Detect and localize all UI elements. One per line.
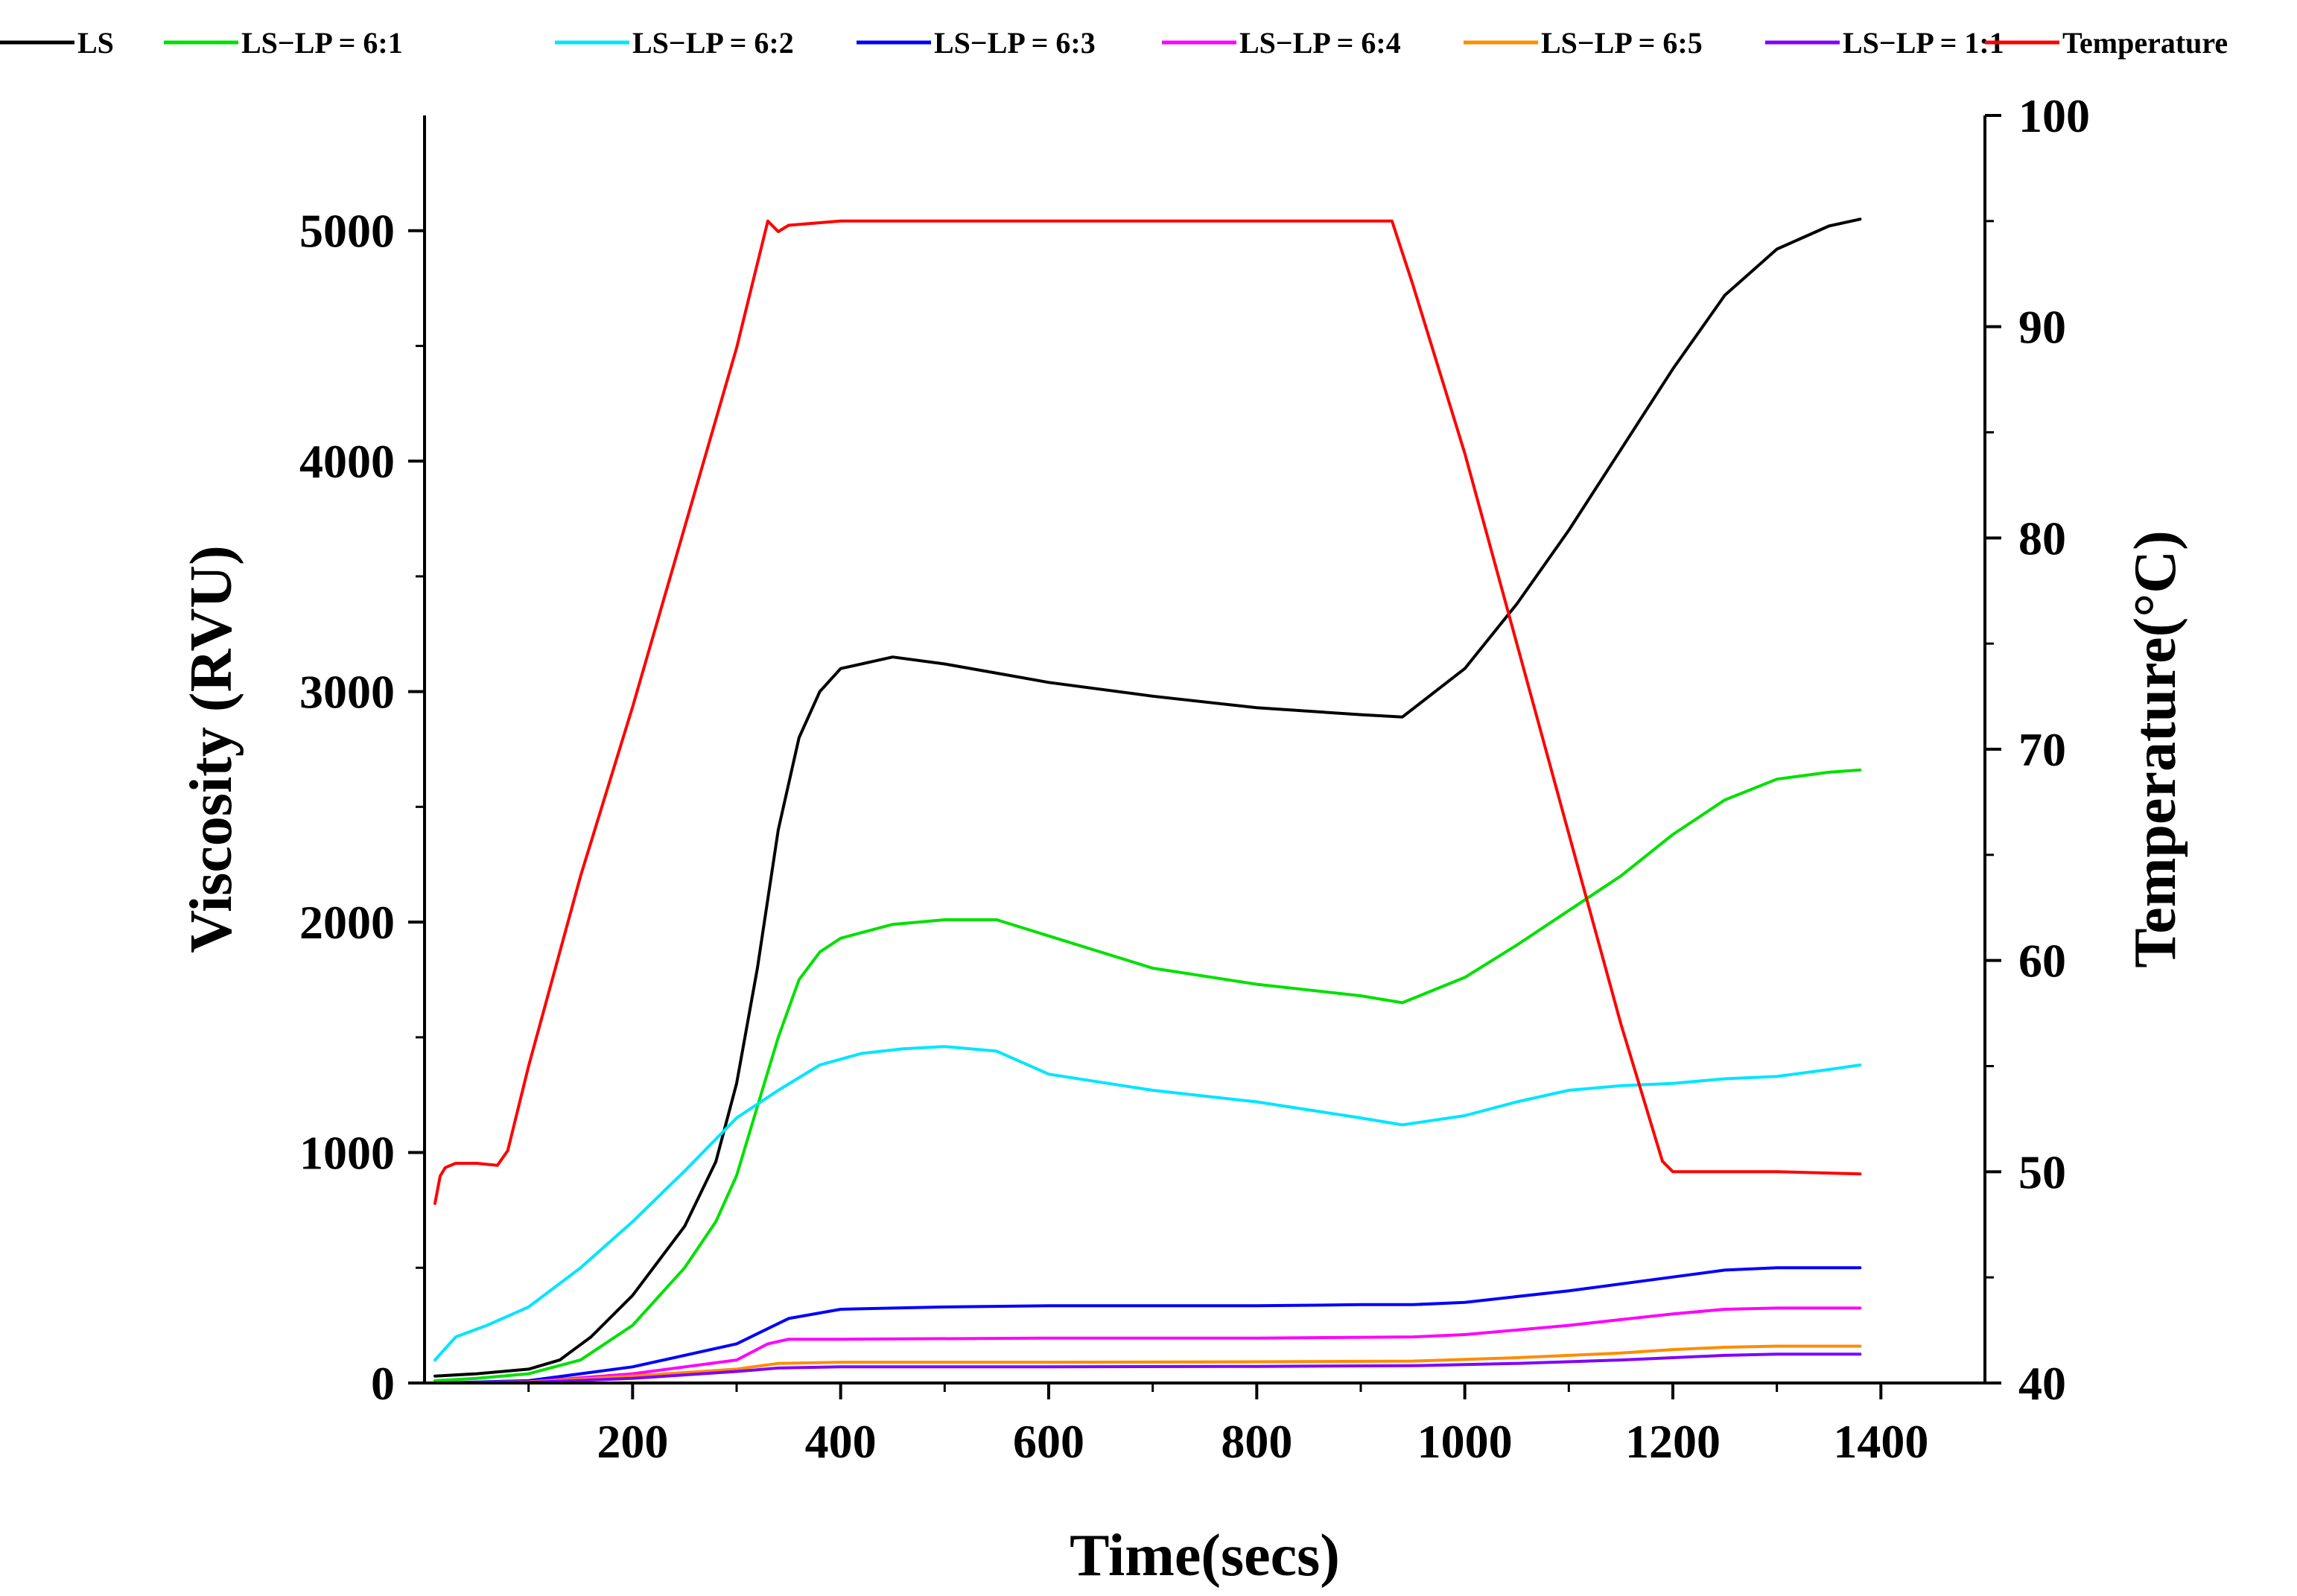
series-line-ls-lp-6-2 [433, 1045, 1862, 1362]
y-axis-title: Viscosity (RVU) [179, 545, 244, 953]
x-tick-label: 1200 [1625, 1415, 1721, 1468]
y2-tick-label: 100 [2018, 89, 2090, 142]
series-line-ls-lp-1-1 [433, 1352, 1862, 1384]
y-tick-label: 3000 [299, 666, 395, 719]
y-tick-label: 5000 [299, 205, 395, 258]
series-line-ls-lp-6-3 [433, 1266, 1862, 1384]
y2-axis-title: Temperature(°C) [2123, 530, 2188, 967]
legend-label-ls-lp-6-5: LS−LP = 6:5 [1541, 26, 1703, 60]
series-line-ls-lp-6-4 [433, 1306, 1862, 1384]
ticks-layer: 200 400 600 800 1000 1200 1400 0 1000 2000 3000 400… [299, 89, 2090, 1468]
y-tick-label: 2000 [299, 896, 395, 949]
legend-label-ls-lp-6-3: LS−LP = 6:3 [934, 26, 1096, 60]
x-tick-label: 600 [1013, 1415, 1084, 1468]
y2-tick-label: 70 [2018, 723, 2066, 776]
series-line-ls-lp-6-1 [433, 768, 1862, 1382]
y-tick-label: 4000 [299, 435, 395, 488]
axes-layer: 200 400 600 800 1000 1200 1400 0 1000 2000 3000 400… [299, 89, 2090, 1468]
x-tick-label: 400 [805, 1415, 877, 1468]
y2-tick-label: 40 [2018, 1357, 2066, 1410]
series-line-ls-lp-6-5 [433, 1344, 1862, 1384]
legend-label-ls-lp-6-1: LS−LP = 6:1 [241, 26, 403, 60]
y-tick-label: 0 [371, 1357, 395, 1410]
legend-label-ls-lp-6-2: LS−LP = 6:2 [632, 26, 794, 60]
legend-label-ls: LS [77, 26, 114, 60]
series-line-ls [433, 217, 1862, 1378]
legend-label-ls-lp-6-4: LS−LP = 6:4 [1239, 26, 1401, 60]
x-tick-label: 1000 [1417, 1415, 1513, 1468]
y-tick-label: 1000 [299, 1127, 395, 1180]
x-tick-label: 200 [597, 1415, 668, 1468]
x-tick-label: 1400 [1833, 1415, 1928, 1468]
series-line-temperature [433, 219, 1862, 1205]
y2-tick-label: 90 [2018, 301, 2066, 354]
x-axis-title: Time(secs) [1070, 1523, 1340, 1589]
y2-tick-label: 80 [2018, 512, 2066, 565]
legend: LS LS−LP = 6:1 LS−LP = 6:2 LS−LP = 6:3 LS−LP… [0, 26, 2228, 60]
legend-label-temperature: Temperature [2062, 26, 2228, 60]
x-tick-label: 800 [1221, 1415, 1292, 1468]
legend-label-ls-lp-1-1: LS−LP = 1:1 [1843, 26, 2004, 60]
y2-tick-label: 50 [2018, 1145, 2066, 1198]
y2-tick-label: 60 [2018, 935, 2066, 988]
series-layer [433, 217, 1862, 1384]
